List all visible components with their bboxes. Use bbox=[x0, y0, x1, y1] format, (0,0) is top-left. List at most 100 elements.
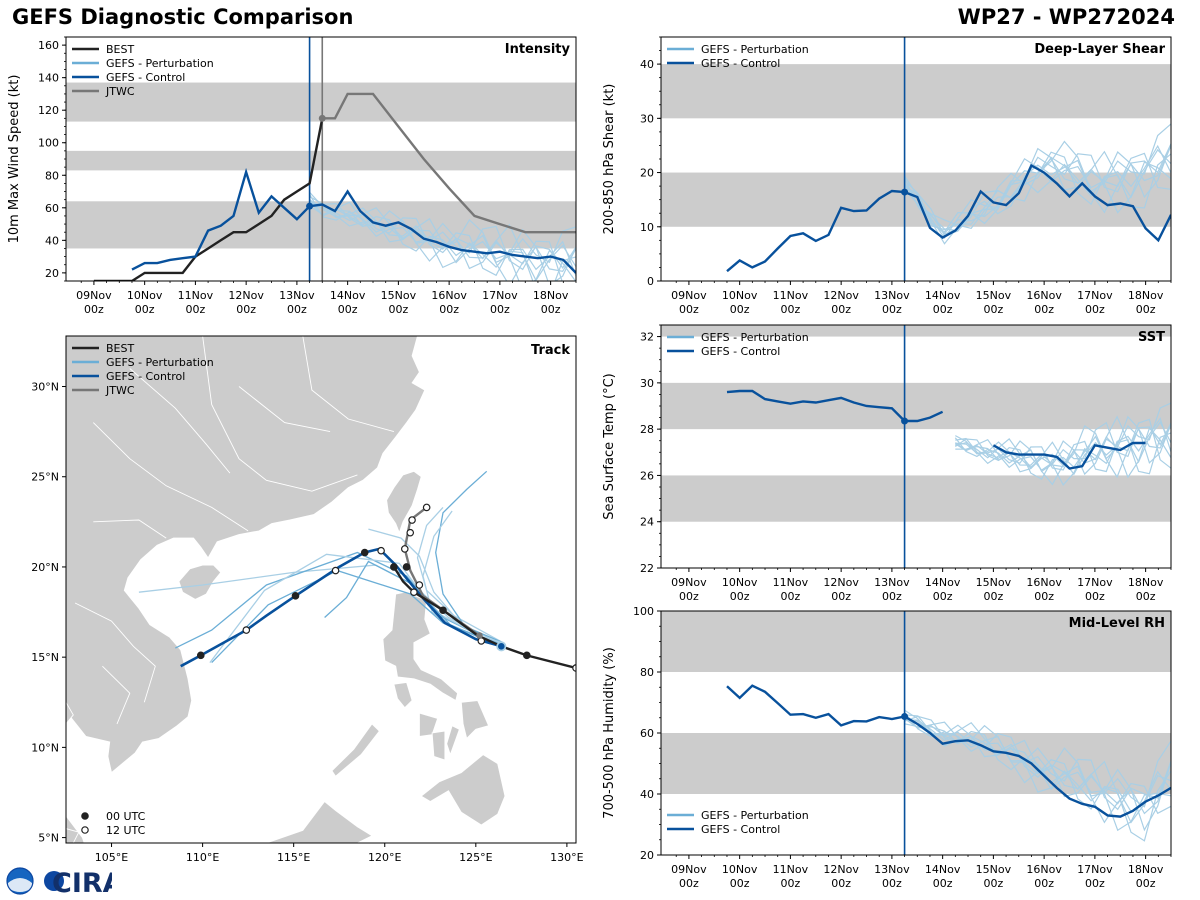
track-perturbation-2 bbox=[416, 506, 504, 644]
sst-band-2 bbox=[661, 325, 1171, 337]
control-12utc-marker bbox=[242, 626, 251, 634]
shear-xtick-hour: 00z bbox=[1136, 303, 1156, 316]
shear-xtick-day: 13Nov bbox=[874, 289, 910, 302]
rh-xtick-day: 12Nov bbox=[823, 863, 859, 876]
track-lon-label: 130°E bbox=[550, 851, 583, 864]
boundary-line bbox=[92, 422, 249, 532]
track-legend-label: JTWC bbox=[105, 384, 135, 397]
intensity-ytick-label: 120 bbox=[38, 104, 59, 117]
sst-ytick-label: 24 bbox=[640, 516, 654, 529]
sst-plot-area bbox=[661, 325, 1171, 568]
rh-ytick-label: 20 bbox=[640, 849, 654, 862]
control-12utc-marker bbox=[331, 566, 340, 575]
shear-ylabel: 200-850 hPa Shear (kt) bbox=[602, 84, 617, 235]
sst-xtick-day: 18Nov bbox=[1128, 576, 1164, 589]
intensity-xtick-day: 09Nov bbox=[76, 289, 112, 302]
intensity-xtick-day: 11Nov bbox=[178, 289, 214, 302]
sst-legend-label: GEFS - Control bbox=[701, 345, 780, 358]
intensity-ytick-label: 40 bbox=[45, 234, 59, 247]
control-00utc-marker bbox=[196, 651, 205, 660]
boundary-line bbox=[202, 336, 358, 492]
rh-xtick-day: 18Nov bbox=[1128, 863, 1164, 876]
track-lat-label: 15°N bbox=[31, 651, 59, 664]
rh-band-1 bbox=[661, 611, 1171, 672]
rh-legend-label: GEFS - Control bbox=[701, 823, 780, 836]
track-control-start-marker bbox=[498, 643, 505, 650]
shear-perturbation-member-6 bbox=[904, 148, 1171, 234]
intensity-perturbation-member-5 bbox=[309, 202, 576, 281]
control-12utc-marker bbox=[377, 546, 385, 555]
cebu-island bbox=[446, 725, 460, 756]
track-perturbation-8 bbox=[368, 528, 500, 647]
sst-xtick-day: 09Nov bbox=[671, 576, 707, 589]
rh-xtick-day: 16Nov bbox=[1026, 863, 1062, 876]
intensity-perturbation-member-7 bbox=[309, 198, 576, 271]
rh-xtick-day: 11Nov bbox=[773, 863, 809, 876]
samar-leyte bbox=[460, 700, 490, 740]
intensity-legend-label: GEFS - Perturbation bbox=[106, 57, 214, 70]
intensity-xtick-day: 10Nov bbox=[127, 289, 163, 302]
track-chart: 105°E 110°E 115°E 120°E 125°E 130°E 5°N 10°N 15°… bbox=[31, 335, 584, 864]
track-lat-label: 25°N bbox=[31, 471, 59, 484]
sst-ytick-label: 30 bbox=[640, 377, 654, 390]
sst-xtick-day: 17Nov bbox=[1077, 576, 1113, 589]
intensity-xtick-hour: 00z bbox=[135, 303, 155, 316]
intensity-ylabel: 10m Max Wind Speed (kt) bbox=[7, 75, 22, 244]
sst-xtick-hour: 00z bbox=[730, 590, 750, 603]
intensity-ytick-label: 160 bbox=[38, 39, 59, 52]
rh-xtick-hour: 00z bbox=[1085, 877, 1105, 890]
luzon-island bbox=[382, 591, 459, 702]
jtwc-12utc-marker bbox=[415, 581, 424, 589]
best-00utc-marker bbox=[523, 651, 531, 660]
best-12utc-marker bbox=[410, 588, 418, 597]
intensity-ytick-label: 100 bbox=[38, 137, 59, 150]
sst-xtick-hour: 00z bbox=[781, 590, 801, 603]
intensity-xtick-day: 18Nov bbox=[533, 289, 569, 302]
intensity-band-0 bbox=[66, 201, 576, 249]
shear-ytick-label: 30 bbox=[640, 112, 654, 125]
intensity-perturbation-member-0 bbox=[309, 196, 576, 281]
track-lat-label: 5°N bbox=[38, 832, 59, 845]
sst-xtick-hour: 00z bbox=[882, 590, 902, 603]
shear-gefs-control-line bbox=[726, 189, 905, 273]
mindanao-island bbox=[420, 754, 506, 826]
shear-perturbation-member-7 bbox=[904, 143, 1171, 232]
intensity-gefs-control-line bbox=[131, 167, 576, 274]
shear-xtick-hour: 00z bbox=[1034, 303, 1054, 316]
track-legend-label: GEFS - Control bbox=[106, 370, 185, 383]
storm-id-title: WP27 - WP272024 bbox=[957, 5, 1175, 29]
sst-frame bbox=[660, 324, 1172, 569]
rh-xtick-hour: 00z bbox=[679, 877, 699, 890]
rh-xtick-hour: 00z bbox=[1136, 877, 1156, 890]
sst-xtick-day: 10Nov bbox=[722, 576, 758, 589]
sst-xtick-hour: 00z bbox=[679, 590, 699, 603]
mainland-asia bbox=[66, 336, 426, 774]
cira-globe-icon bbox=[44, 871, 64, 891]
track-title: Track bbox=[531, 343, 570, 358]
shear-xtick-day: 14Nov bbox=[925, 289, 961, 302]
track-map-area bbox=[66, 336, 576, 843]
track-legend-label: BEST bbox=[106, 342, 134, 355]
shear-xtick-hour: 00z bbox=[781, 303, 801, 316]
track-control-line bbox=[180, 547, 502, 668]
intensity-chart: 2040608010012014016009Nov00z10Nov00z11No… bbox=[7, 36, 577, 316]
rh-ylabel: 700-500 hPa Humidity (%) bbox=[602, 647, 617, 819]
shear-legend-label: GEFS - Control bbox=[701, 57, 780, 70]
boundary-line bbox=[93, 519, 167, 539]
intensity-xtick-day: 16Nov bbox=[431, 289, 467, 302]
intensity-ytick-label: 80 bbox=[45, 169, 59, 182]
track-lon-label: 125°E bbox=[459, 851, 492, 864]
palawan-island bbox=[331, 723, 380, 777]
intensity-perturbation-member-3 bbox=[309, 199, 576, 277]
track-lat-label: 20°N bbox=[31, 561, 59, 574]
track-lon-label: 115°E bbox=[277, 851, 310, 864]
shear-ytick-label: 40 bbox=[640, 58, 654, 71]
jtwc-12utc-marker bbox=[408, 516, 416, 524]
sst-chart: 22242628303209Nov00z10Nov00z11Nov00z12No… bbox=[602, 324, 1172, 603]
boundary-line bbox=[129, 368, 231, 474]
rh-xtick-day: 10Nov bbox=[722, 863, 758, 876]
sst-xtick-hour: 00z bbox=[983, 590, 1003, 603]
intensity-legend-label: BEST bbox=[106, 43, 134, 56]
rh-chart: 2040608010009Nov00z10Nov00z11Nov00z12Nov… bbox=[602, 605, 1172, 890]
